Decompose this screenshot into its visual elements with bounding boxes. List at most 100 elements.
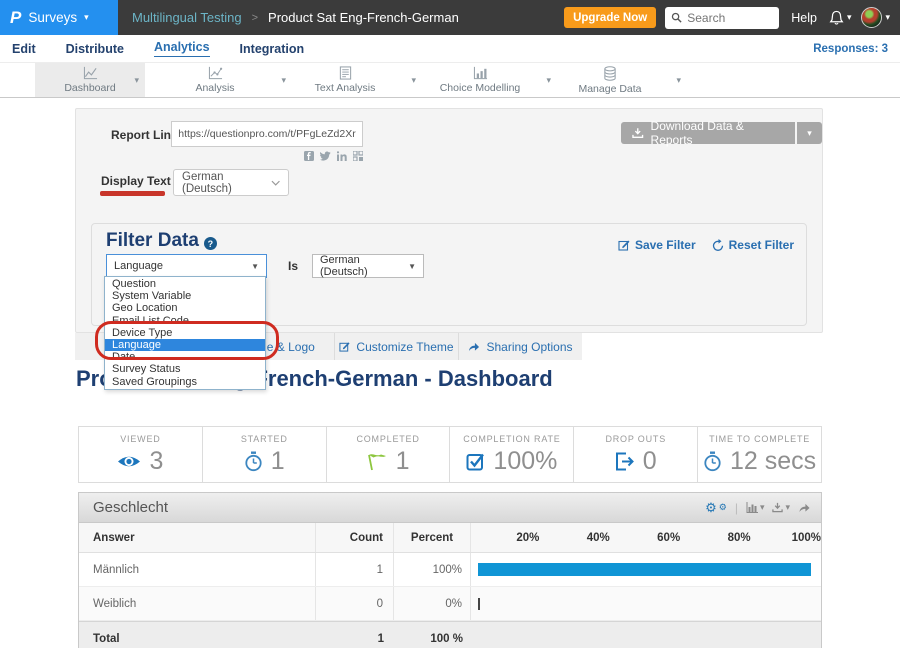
tab-sharing-options[interactable]: Sharing Options [459, 333, 582, 360]
toolbar-manage-data-label: Manage Data [578, 82, 642, 95]
stats-row: VIEWED 3 STARTED 1 COM [78, 426, 822, 483]
help-link[interactable]: Help [791, 10, 817, 25]
chart-type-button[interactable]: ▾ [746, 502, 764, 513]
share-icons [304, 151, 363, 161]
document-icon [339, 66, 351, 80]
dropdown-option[interactable]: Survey Status [112, 363, 181, 376]
reset-filter-button[interactable]: Reset Filter [712, 238, 794, 252]
breadcrumb-survey-name: Product Sat Eng-French-German [268, 10, 459, 25]
toolbar-manage-data[interactable]: Manage Data ▾ [555, 63, 681, 97]
eye-icon [118, 456, 141, 467]
search-input[interactable] [687, 10, 768, 25]
share-icon [469, 342, 480, 352]
bar-chart-icon [473, 66, 487, 80]
chevron-down-icon: ▾ [84, 12, 89, 22]
display-text-select[interactable]: German (Deutsch) [173, 169, 289, 196]
nav-integration[interactable]: Integration [239, 41, 305, 56]
avatar [861, 7, 883, 28]
chevron-down-icon[interactable]: ▾ [134, 75, 139, 85]
dropdown-option[interactable]: Saved Groupings [112, 375, 197, 388]
survey-nav: Edit Distribute Analytics Integration Re… [0, 35, 900, 62]
chevron-down-icon [271, 180, 280, 186]
topbar: P Surveys ▾ Multilingual Testing > Produ… [0, 0, 900, 35]
bell-icon [829, 10, 844, 25]
filter-data-box: Filter Data ? Save Filter Reset Fil [91, 223, 807, 326]
tab-customize-theme[interactable]: Customize Theme [335, 333, 459, 360]
cogs-icon[interactable]: ⚙ ⚙ [705, 499, 727, 515]
dropdown-option[interactable]: Device Type [112, 326, 173, 339]
toolbar-analysis[interactable]: Analysis ▾ [160, 63, 286, 97]
download-data-reports-button[interactable]: Download Data & Reports ▾ [621, 119, 822, 147]
download-options-caret[interactable]: ▾ [796, 122, 822, 144]
report-link-label: Report Link [111, 128, 178, 142]
dropdown-option[interactable]: Geo Location [112, 302, 178, 315]
help-icon[interactable]: ? [203, 237, 217, 250]
question-title: Geschlecht [93, 499, 169, 516]
dropdown-option[interactable]: System Variable [112, 290, 192, 303]
percent-cell: 0% [394, 587, 471, 620]
nav-distribute[interactable]: Distribute [65, 41, 124, 56]
breadcrumb-separator: > [251, 11, 259, 24]
select-arrow-icon: ▼ [251, 261, 259, 271]
undo-icon [712, 239, 723, 251]
global-search[interactable] [665, 6, 780, 29]
report-link-input[interactable] [171, 121, 363, 147]
database-icon [604, 65, 616, 81]
filter-value: German (Deutsch) [320, 254, 368, 278]
twitter-share-icon[interactable] [320, 151, 331, 161]
surveys-menu[interactable]: P Surveys ▾ [0, 0, 118, 35]
filter-field-select[interactable]: Language ▼ [106, 254, 267, 278]
breadcrumb-folder[interactable]: Multilingual Testing [132, 10, 242, 25]
select-arrow-icon: ▼ [408, 261, 416, 271]
table-row: Männlich 1 100% [79, 553, 821, 587]
chevron-down-icon[interactable]: ▾ [676, 75, 681, 85]
chevron-down-icon: ▾ [885, 12, 890, 22]
notifications-menu[interactable]: ▾ [829, 10, 851, 26]
qr-code-icon[interactable] [353, 151, 363, 161]
stat-started: STARTED 1 [203, 427, 327, 482]
download-button[interactable]: ▾ [772, 502, 790, 513]
stat-completed: COMPLETED 1 [327, 427, 451, 482]
col-percent: Percent [394, 523, 471, 552]
filter-value-select[interactable]: German (Deutsch) ▼ [312, 254, 424, 278]
col-count: Count [316, 523, 394, 552]
nav-edit[interactable]: Edit [12, 41, 36, 56]
download-icon [632, 128, 644, 138]
share-icon[interactable] [798, 502, 811, 513]
dropdown-option[interactable]: Email List Code [112, 314, 190, 327]
responses-count[interactable]: Responses: 3 [813, 42, 888, 55]
chevron-down-icon[interactable]: ▾ [546, 75, 551, 85]
result-bar [478, 563, 811, 576]
search-icon [672, 12, 682, 23]
dropdown-option-language[interactable]: Language [105, 338, 265, 352]
toolbar-choice-modelling-label: Choice Modelling [439, 82, 521, 94]
dropdown-option[interactable]: Question [112, 278, 157, 290]
total-count: 1 [377, 632, 384, 645]
edit-icon [339, 342, 350, 352]
nav-analytics[interactable]: Analytics [153, 40, 210, 57]
download-button-label: Download Data & Reports [650, 119, 744, 147]
account-menu[interactable]: ▾ [861, 7, 890, 28]
analytics-toolbar: Dashboard ▾ Analysis ▾ Text Analysis ▾ [0, 62, 900, 98]
toolbar-dashboard[interactable]: Dashboard ▾ [35, 63, 145, 97]
result-bar [478, 597, 480, 610]
chevron-down-icon[interactable]: ▾ [281, 75, 286, 85]
col-answer: Answer [79, 523, 316, 552]
percent-cell: 100% [394, 553, 471, 586]
upgrade-now-button[interactable]: Upgrade Now [564, 7, 657, 28]
toolbar-text-analysis[interactable]: Text Analysis ▾ [290, 63, 416, 97]
product-name: Surveys [28, 10, 78, 25]
filter-field-dropdown: Question System Variable Geo Location Em… [104, 276, 266, 390]
dropdown-option[interactable]: Date [112, 351, 136, 364]
checkbox-icon [466, 453, 485, 471]
facebook-share-icon[interactable] [304, 151, 314, 161]
save-filter-button[interactable]: Save Filter [618, 238, 696, 252]
linkedin-share-icon[interactable] [337, 151, 347, 161]
answer-cell: Männlich [79, 553, 316, 586]
bar-cell [471, 553, 823, 586]
stat-time-to-complete: TIME TO COMPLETE 12 secs [698, 427, 821, 482]
toolbar-choice-modelling[interactable]: Choice Modelling ▾ [425, 63, 551, 97]
table-total-row: Total 1 100 % [79, 621, 821, 648]
table-row: Weiblich 0 0% [79, 587, 821, 621]
chevron-down-icon[interactable]: ▾ [411, 75, 416, 85]
